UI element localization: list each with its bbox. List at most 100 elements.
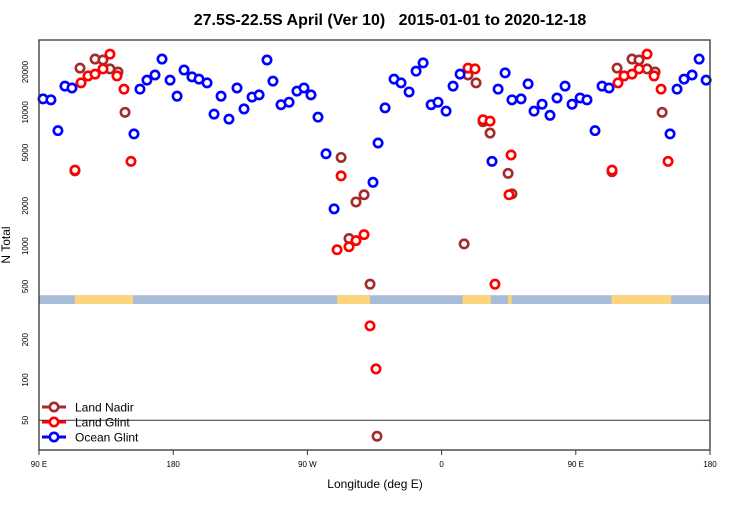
data-point (410, 65, 422, 77)
data-point (125, 155, 137, 167)
data-point (536, 98, 548, 110)
data-point (566, 98, 578, 110)
data-point (515, 93, 527, 105)
data-point (335, 151, 347, 163)
data-point (403, 86, 415, 98)
data-point (178, 64, 190, 76)
y-tick-label: 100 (21, 373, 30, 387)
data-point (551, 92, 563, 104)
data-point (372, 137, 384, 149)
data-point (417, 57, 429, 69)
data-points (37, 48, 712, 442)
data-point (371, 430, 383, 442)
x-tick-label: 0 (439, 460, 444, 469)
data-point (612, 77, 624, 89)
data-point (52, 125, 64, 137)
data-point (581, 94, 593, 106)
land-segment (611, 295, 672, 304)
data-point (528, 105, 540, 117)
series-ocean-glint (37, 53, 712, 215)
data-point (335, 170, 347, 182)
data-point (633, 63, 645, 75)
legend-item: Land Glint (42, 416, 130, 430)
data-point (656, 106, 668, 118)
data-point (440, 105, 452, 117)
legend-label: Land Glint (75, 416, 130, 430)
data-point (492, 83, 504, 95)
legend-marker (48, 401, 60, 413)
data-point (201, 77, 213, 89)
data-point (370, 363, 382, 375)
data-point (253, 89, 265, 101)
x-tick-label: 180 (703, 460, 717, 469)
data-point (74, 62, 86, 74)
land-segment (74, 295, 133, 304)
data-point (69, 164, 81, 176)
data-point (343, 241, 355, 253)
data-point (223, 113, 235, 125)
data-point (489, 278, 501, 290)
y-tick-label: 5000 (21, 143, 30, 161)
data-point (75, 77, 87, 89)
data-point (312, 111, 324, 123)
data-point (395, 77, 407, 89)
land-ocean-strip (39, 295, 710, 304)
y-axis: 50 100 200 500 1000 2000 5000 10000 20000 (21, 60, 30, 424)
data-point (486, 155, 498, 167)
data-point (655, 83, 667, 95)
data-point (364, 320, 376, 332)
data-point (458, 238, 470, 250)
data-point (678, 73, 690, 85)
y-tick-label: 2000 (21, 196, 30, 214)
data-point (298, 82, 310, 94)
data-point (128, 128, 140, 140)
data-point (502, 167, 514, 179)
legend-item: Ocean Glint (42, 431, 139, 445)
data-point (559, 80, 571, 92)
data-point (149, 69, 161, 81)
data-point (606, 164, 618, 176)
data-point (484, 127, 496, 139)
data-point (358, 189, 370, 201)
legend-label: Ocean Glint (75, 431, 139, 445)
data-point (171, 90, 183, 102)
data-point (111, 70, 123, 82)
data-point (544, 109, 556, 121)
land-segment (462, 295, 491, 304)
data-point (45, 94, 57, 106)
x-tick-label: 90 E (568, 460, 584, 469)
data-point (662, 155, 674, 167)
data-point (484, 115, 496, 127)
data-point (305, 89, 317, 101)
data-point (215, 90, 227, 102)
y-tick-label: 50 (21, 415, 30, 424)
data-point (350, 196, 362, 208)
legend-marker (48, 416, 60, 428)
data-point (358, 229, 370, 241)
data-point (522, 78, 534, 90)
data-point (641, 48, 653, 60)
x-axis: 90 E 180 90 W 0 90 E 180 (31, 450, 717, 469)
data-point (66, 82, 78, 94)
data-point (283, 96, 295, 108)
data-point (156, 53, 168, 65)
data-point (134, 83, 146, 95)
data-point (626, 68, 638, 80)
data-point (328, 203, 340, 215)
y-tick-label: 20000 (21, 60, 30, 83)
data-point (432, 96, 444, 108)
chart-title: 27.5S-22.5S April (Ver 10) 2015-01-01 to… (194, 12, 587, 29)
plot-frame (38, 39, 711, 451)
y-tick-label: 500 (21, 279, 30, 293)
data-point (118, 83, 130, 95)
land-segment (337, 295, 371, 304)
data-point (454, 68, 466, 80)
data-point (633, 54, 645, 66)
data-point (267, 75, 279, 87)
data-point (693, 53, 705, 65)
data-point (447, 80, 459, 92)
data-point (506, 94, 518, 106)
data-point (686, 69, 698, 81)
data-point (648, 70, 660, 82)
